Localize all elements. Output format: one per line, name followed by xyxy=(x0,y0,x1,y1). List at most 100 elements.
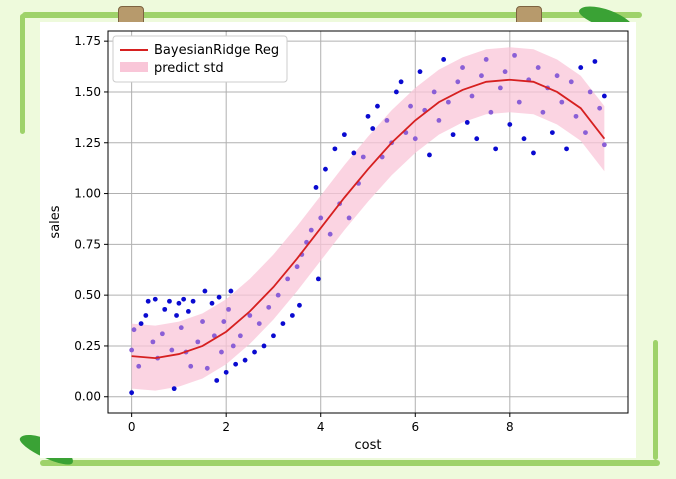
data-point xyxy=(176,300,182,306)
data-point xyxy=(221,319,227,324)
y-tick-label: 1.75 xyxy=(74,34,101,48)
data-point xyxy=(242,357,248,363)
data-point xyxy=(559,99,565,105)
data-point xyxy=(294,264,300,270)
data-point xyxy=(573,113,579,119)
data-point xyxy=(597,105,603,111)
data-point xyxy=(162,306,168,312)
x-axis-label: cost xyxy=(355,438,382,453)
predict-std-band xyxy=(131,47,605,391)
data-point xyxy=(516,99,522,105)
data-point xyxy=(167,298,172,304)
data-point xyxy=(436,118,442,123)
data-point xyxy=(169,347,175,353)
data-point xyxy=(474,136,480,142)
data-point xyxy=(531,150,536,156)
y-tick-label: 0.75 xyxy=(74,237,101,251)
data-point xyxy=(202,288,208,294)
data-point xyxy=(247,313,253,318)
data-point xyxy=(204,365,210,371)
y-axis-label: sales xyxy=(48,205,63,238)
y-tick-label: 0.00 xyxy=(74,390,101,404)
data-point xyxy=(297,302,302,308)
y-tick-label: 1.00 xyxy=(74,187,101,201)
x-tick-label: 4 xyxy=(317,420,325,434)
chart-card: 0 2 4 6 8 0.00 0.25 0.50 0.75 1.00 1.25 1.50 1.75 c… xyxy=(40,22,636,458)
data-point xyxy=(318,215,324,221)
data-point xyxy=(512,52,517,58)
data-point xyxy=(285,276,291,282)
data-point xyxy=(431,89,437,95)
data-point xyxy=(479,73,484,79)
plot-frame xyxy=(107,30,629,414)
legend-box xyxy=(112,35,288,83)
data-point xyxy=(601,93,607,99)
data-point xyxy=(540,109,546,115)
data-point xyxy=(131,327,137,333)
predict-std-area xyxy=(131,47,605,391)
data-point xyxy=(159,331,165,337)
data-point xyxy=(469,93,475,99)
data-point xyxy=(178,325,184,331)
regression-line-group xyxy=(131,78,606,360)
data-point xyxy=(150,339,156,345)
data-point xyxy=(332,146,338,152)
data-point xyxy=(549,130,555,135)
y-tick-label: 1.50 xyxy=(74,85,101,99)
data-point xyxy=(136,363,142,369)
data-point xyxy=(261,343,267,349)
data-point xyxy=(308,227,314,233)
data-point xyxy=(341,132,347,138)
data-point xyxy=(427,152,432,158)
data-point xyxy=(209,300,215,306)
x-tick-label: 6 xyxy=(411,420,419,434)
data-point xyxy=(568,79,574,85)
data-point xyxy=(237,333,243,339)
data-point xyxy=(521,136,527,142)
y-tick-label: 0.25 xyxy=(74,339,101,353)
data-point xyxy=(445,99,451,105)
data-point xyxy=(315,276,321,282)
decorative-frame-left xyxy=(20,14,25,134)
data-point xyxy=(554,73,560,79)
data-point xyxy=(195,339,201,345)
data-point xyxy=(252,349,257,355)
data-point xyxy=(174,313,179,318)
data-point xyxy=(214,378,220,383)
x-tick-label: 2 xyxy=(222,420,230,434)
data-point xyxy=(587,89,593,95)
data-point xyxy=(346,215,352,221)
data-point xyxy=(592,59,598,64)
data-point xyxy=(230,343,236,349)
data-point xyxy=(226,306,231,312)
data-point xyxy=(138,321,144,326)
regression-line xyxy=(131,78,606,360)
data-point xyxy=(502,69,508,75)
data-point xyxy=(578,65,584,70)
data-point xyxy=(408,103,413,109)
data-point xyxy=(583,130,588,135)
y-ticks: 0.00 0.25 0.50 0.75 1.00 1.25 1.50 1.75 xyxy=(74,34,108,404)
data-point xyxy=(271,333,276,339)
data-point xyxy=(216,294,222,300)
data-point xyxy=(188,363,194,369)
data-point xyxy=(266,304,272,310)
data-point xyxy=(351,150,357,156)
data-point xyxy=(460,65,465,70)
legend-band-swatch xyxy=(120,62,148,72)
x-tick-label: 8 xyxy=(506,420,514,434)
data-point xyxy=(393,89,399,95)
data-point xyxy=(464,120,470,125)
data-point xyxy=(417,69,423,75)
data-point xyxy=(152,296,158,302)
data-point xyxy=(483,57,489,62)
x-tick-label: 0 xyxy=(128,420,136,434)
scatter-points xyxy=(129,52,607,396)
data-point xyxy=(535,65,541,70)
data-point xyxy=(185,309,191,314)
data-point xyxy=(228,288,234,294)
data-point xyxy=(223,369,229,375)
data-point xyxy=(190,298,196,304)
legend: BayesianRidge Reg predict std xyxy=(112,35,288,83)
data-point xyxy=(289,313,295,318)
